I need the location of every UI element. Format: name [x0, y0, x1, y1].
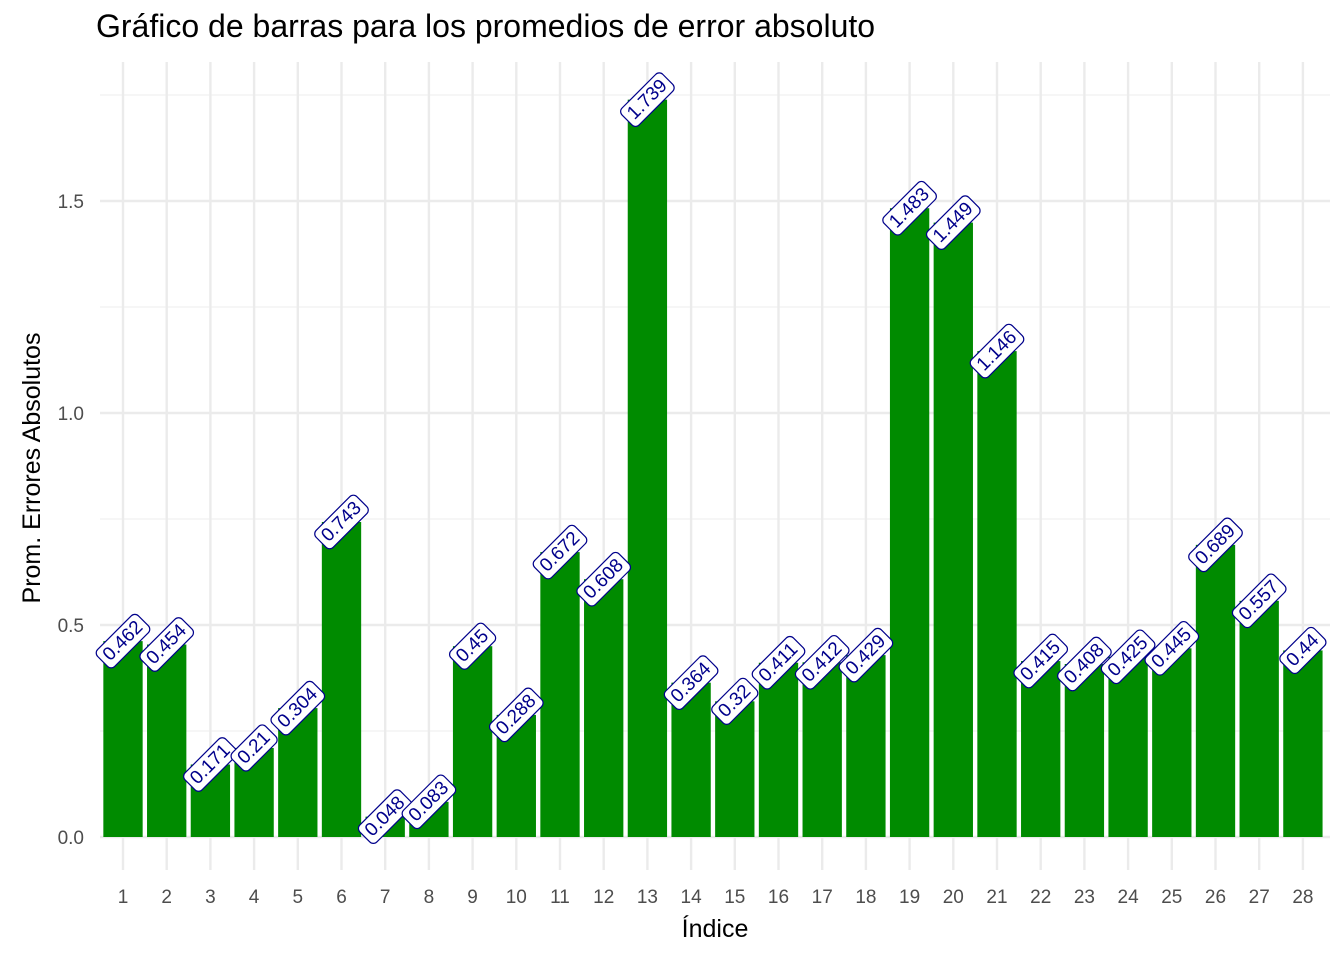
y-tick-label: 1.0 [58, 404, 84, 425]
x-tick-label: 10 [506, 887, 527, 908]
x-tick-label: 24 [1118, 887, 1140, 908]
bar [1152, 648, 1192, 837]
bar [933, 222, 973, 837]
x-tick-label: 14 [681, 887, 703, 908]
bar [715, 701, 755, 837]
x-tick-label: 9 [467, 887, 478, 908]
data-labels: 0.4620.4540.1710.210.3040.7430.0480.0830… [95, 72, 1327, 845]
bar [802, 662, 842, 837]
x-tick-label: 4 [249, 887, 260, 908]
y-tick-label: 0.5 [58, 616, 84, 637]
x-tick-label: 16 [768, 887, 789, 908]
x-tick-label: 18 [855, 887, 876, 908]
bar [1021, 661, 1061, 837]
x-tick-label: 27 [1249, 887, 1270, 908]
bar [103, 641, 143, 837]
x-tick-label: 1 [118, 887, 129, 908]
y-tick-label: 1.5 [58, 192, 84, 213]
bar [1064, 664, 1105, 837]
x-tick-label: 8 [424, 887, 435, 908]
bar [1195, 544, 1236, 837]
x-tick-label: 17 [812, 887, 833, 908]
bar [321, 521, 362, 837]
x-tick-label: 7 [380, 887, 391, 908]
y-tick-label: 0.0 [58, 828, 84, 849]
x-tick-label: 19 [899, 887, 920, 908]
bar [1283, 650, 1323, 837]
x-tick-label: 20 [943, 887, 964, 908]
x-tick-label: 6 [336, 887, 347, 908]
x-tick-label: 28 [1292, 887, 1313, 908]
x-tick-label: 3 [205, 887, 216, 908]
x-tick-label: 12 [593, 887, 614, 908]
bar [452, 646, 493, 837]
bar [889, 208, 930, 837]
x-tick-label: 26 [1205, 887, 1226, 908]
bar [1239, 600, 1279, 837]
x-tick-label: 25 [1161, 887, 1182, 908]
bar [977, 351, 1017, 837]
bar [846, 655, 886, 837]
bar [627, 99, 668, 837]
bar [147, 644, 187, 837]
x-tick-label: 22 [1030, 887, 1051, 908]
bar [540, 552, 580, 837]
bar [1108, 656, 1148, 837]
axes: 0.00.51.01.51 2 3 4 5 6 7 8 9 10 11 12 13 14 15 16 17 18 1… [18, 192, 1313, 943]
bar [758, 662, 799, 837]
x-tick-label: 11 [550, 887, 570, 908]
x-tick-label: 23 [1074, 887, 1095, 908]
x-tick-label: 2 [161, 887, 172, 908]
x-tick-label: 15 [724, 887, 745, 908]
bars [103, 99, 1323, 837]
bar [584, 579, 624, 837]
data-label: 0.411 [751, 635, 806, 690]
x-tick-label: 5 [293, 887, 304, 908]
x-tick-label: 13 [637, 887, 658, 908]
x-axis-title: Índice [682, 914, 749, 943]
y-axis-title: Prom. Errores Absolutos [18, 333, 46, 604]
x-tick-label: 21 [986, 887, 1007, 908]
chart-title: Gráfico de barras para los promedios de … [96, 8, 876, 44]
